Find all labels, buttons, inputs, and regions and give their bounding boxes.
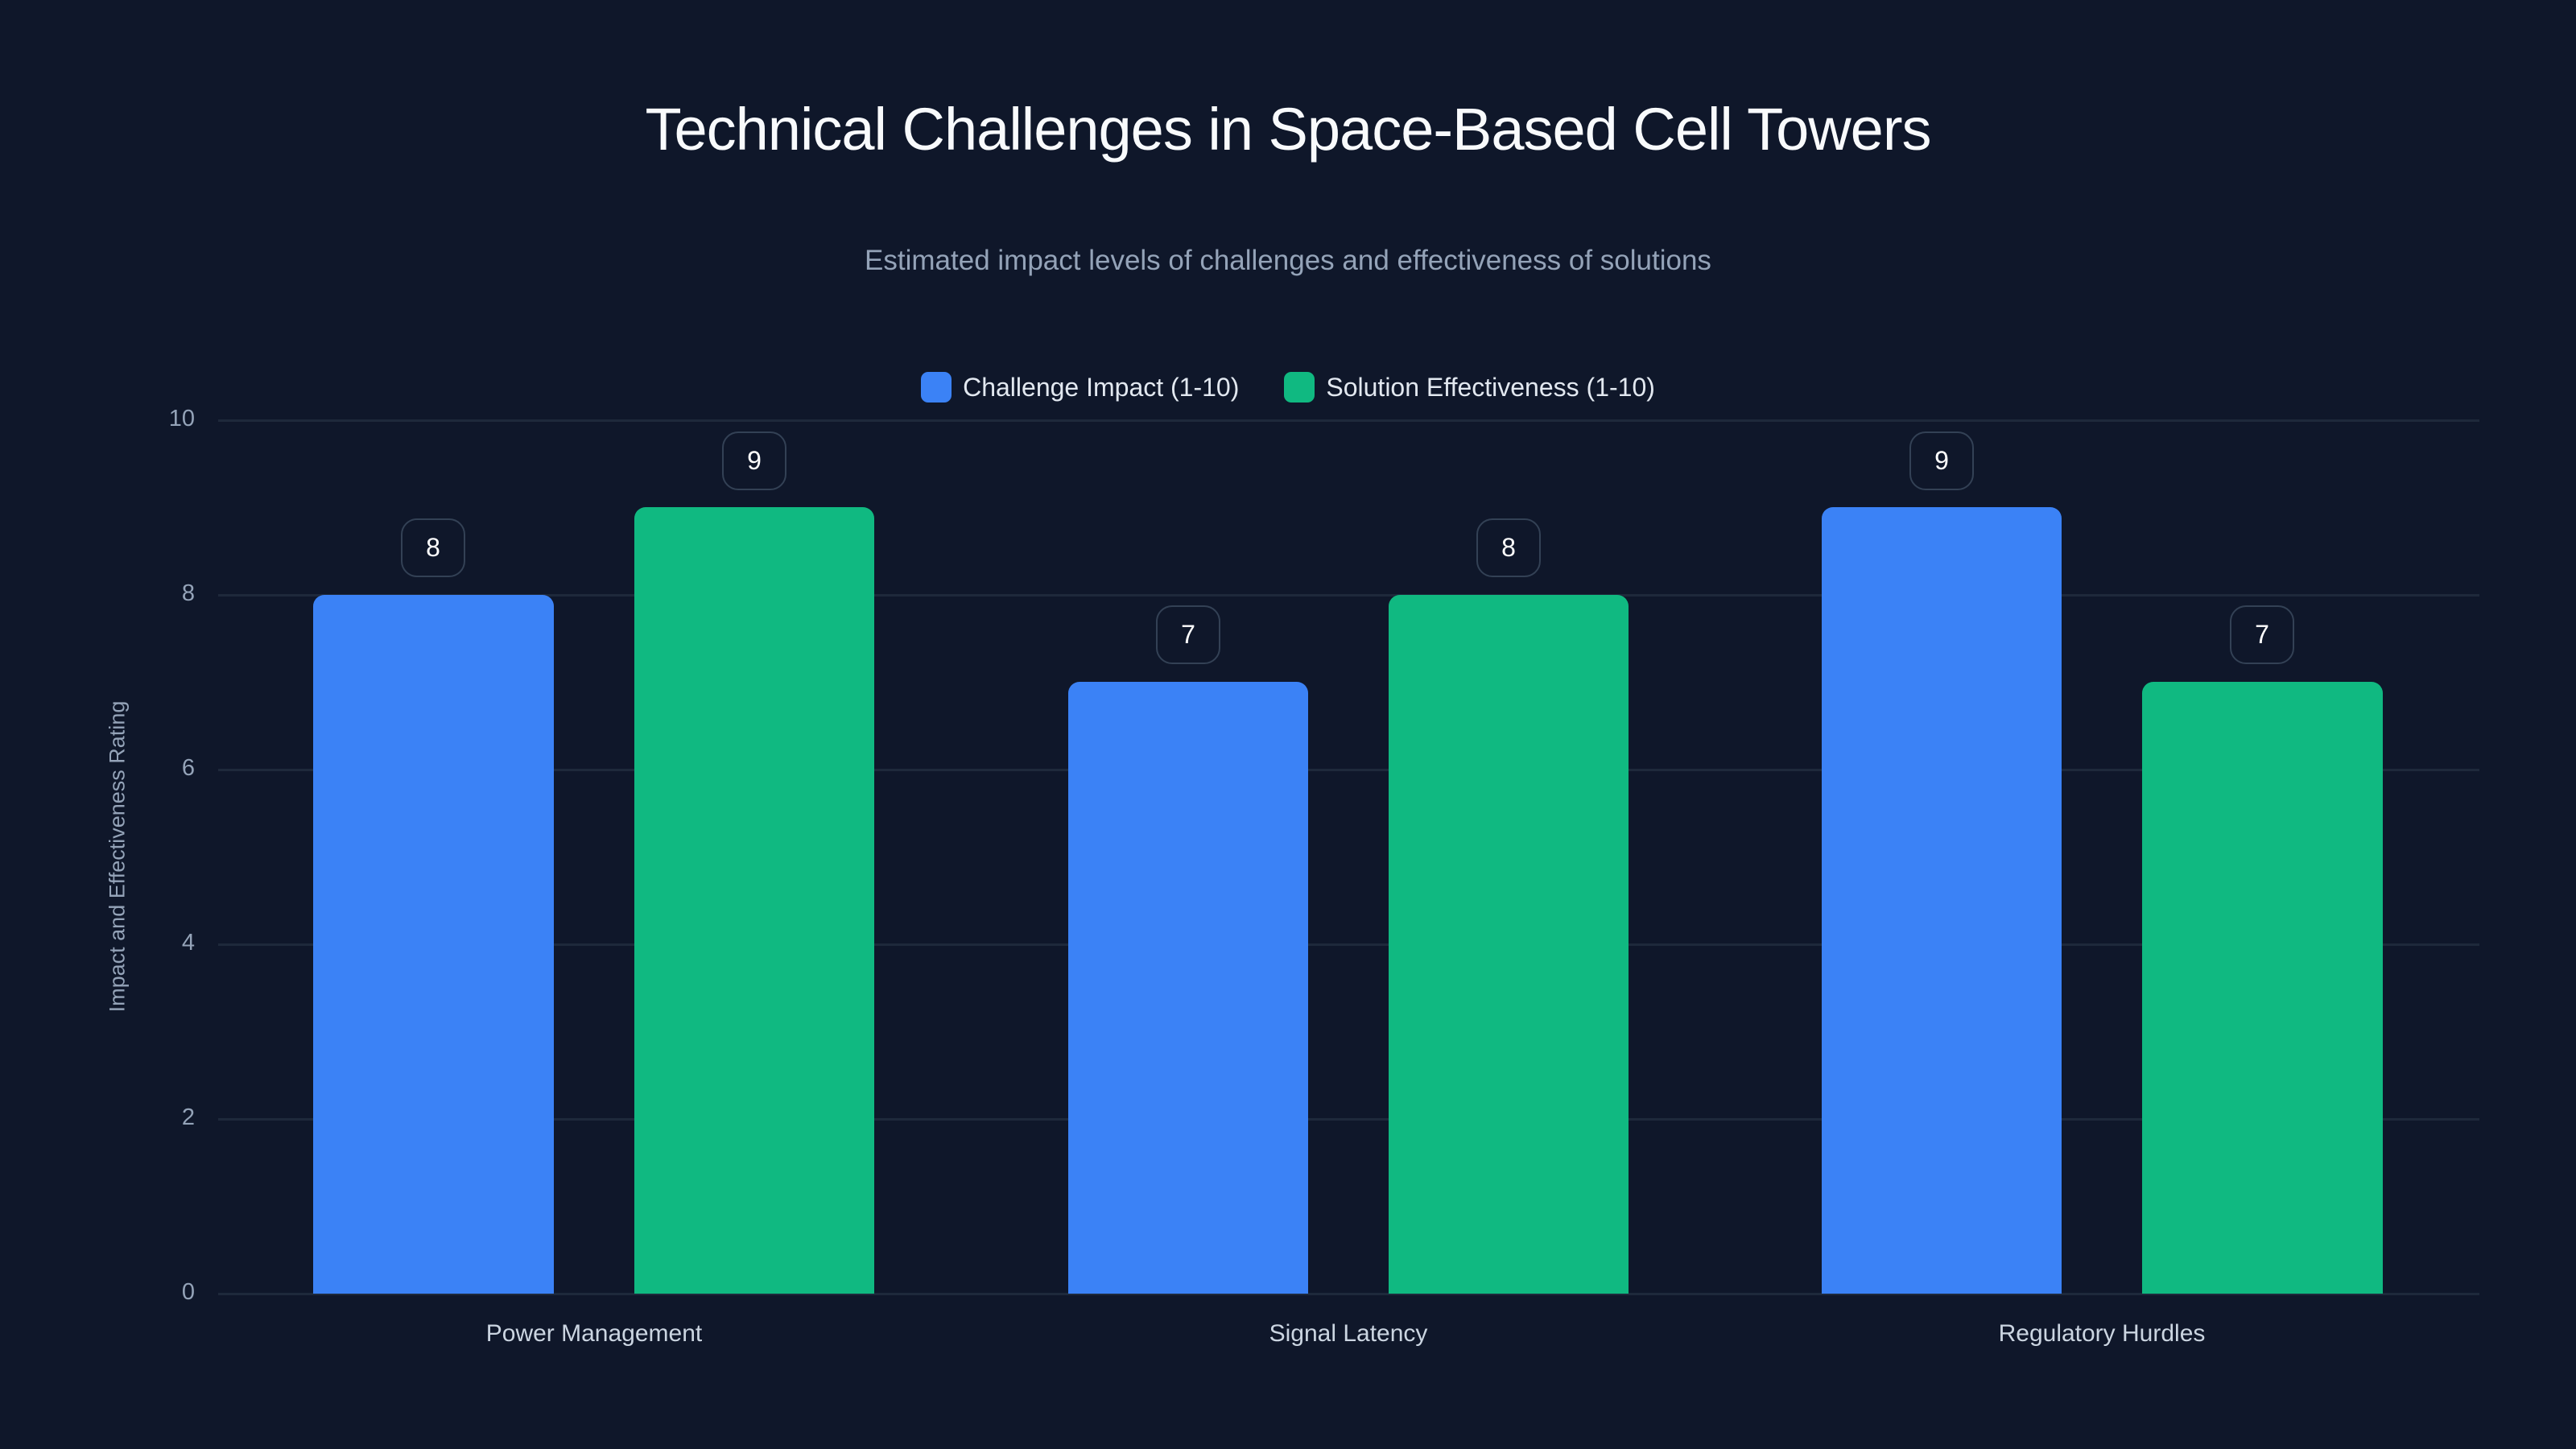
value-label: 9 (1909, 431, 1974, 490)
plot-area: 8 9 7 8 9 7 (218, 419, 2479, 1295)
bar-power-management-solution[interactable] (634, 507, 874, 1294)
gridline-0 (218, 1293, 2479, 1295)
bar-signal-latency-solution[interactable] (1389, 595, 1629, 1294)
gridline-6 (218, 769, 2479, 771)
bar-power-management-challenge[interactable] (313, 595, 554, 1294)
x-label-power-management: Power Management (485, 1320, 703, 1347)
y-tick: 2 (181, 1104, 195, 1130)
x-label-regulatory-hurdles: Regulatory Hurdles (1998, 1320, 2206, 1347)
legend-item-solution-effectiveness[interactable]: Solution Effectiveness (1-10) (1284, 372, 1655, 402)
chart-subtitle: Estimated impact levels of challenges an… (865, 245, 1711, 276)
value-label: 9 (722, 431, 786, 490)
bar-regulatory-hurdles-solution[interactable] (2142, 682, 2383, 1294)
x-label-signal-latency: Signal Latency (1269, 1320, 1428, 1347)
y-tick: 8 (181, 580, 195, 606)
legend-swatch-green-icon (1284, 372, 1315, 402)
y-tick: 10 (168, 406, 195, 431)
y-tick: 0 (181, 1279, 195, 1305)
chart-title: Technical Challenges in Space-Based Cell… (645, 96, 1932, 163)
legend-item-challenge-impact[interactable]: Challenge Impact (1-10) (921, 372, 1239, 402)
value-label: 7 (1156, 605, 1220, 664)
legend-label: Challenge Impact (1-10) (963, 372, 1240, 402)
y-tick: 6 (181, 755, 195, 781)
bar-regulatory-hurdles-challenge[interactable] (1822, 507, 2062, 1294)
gridline-2 (218, 1118, 2479, 1121)
legend: Challenge Impact (1-10) Solution Effecti… (0, 372, 2576, 402)
y-tick: 4 (181, 930, 195, 956)
value-label: 8 (401, 518, 465, 577)
bar-signal-latency-challenge[interactable] (1068, 682, 1308, 1294)
value-label: 8 (1476, 518, 1541, 577)
gridline-10 (218, 419, 2479, 422)
gridline-4 (218, 943, 2479, 946)
value-label: 7 (2230, 605, 2294, 664)
legend-label: Solution Effectiveness (1-10) (1326, 372, 1655, 402)
gridline-8 (218, 594, 2479, 597)
y-axis-label: Impact and Effectiveness Rating (105, 700, 130, 1013)
legend-swatch-blue-icon (921, 372, 952, 402)
